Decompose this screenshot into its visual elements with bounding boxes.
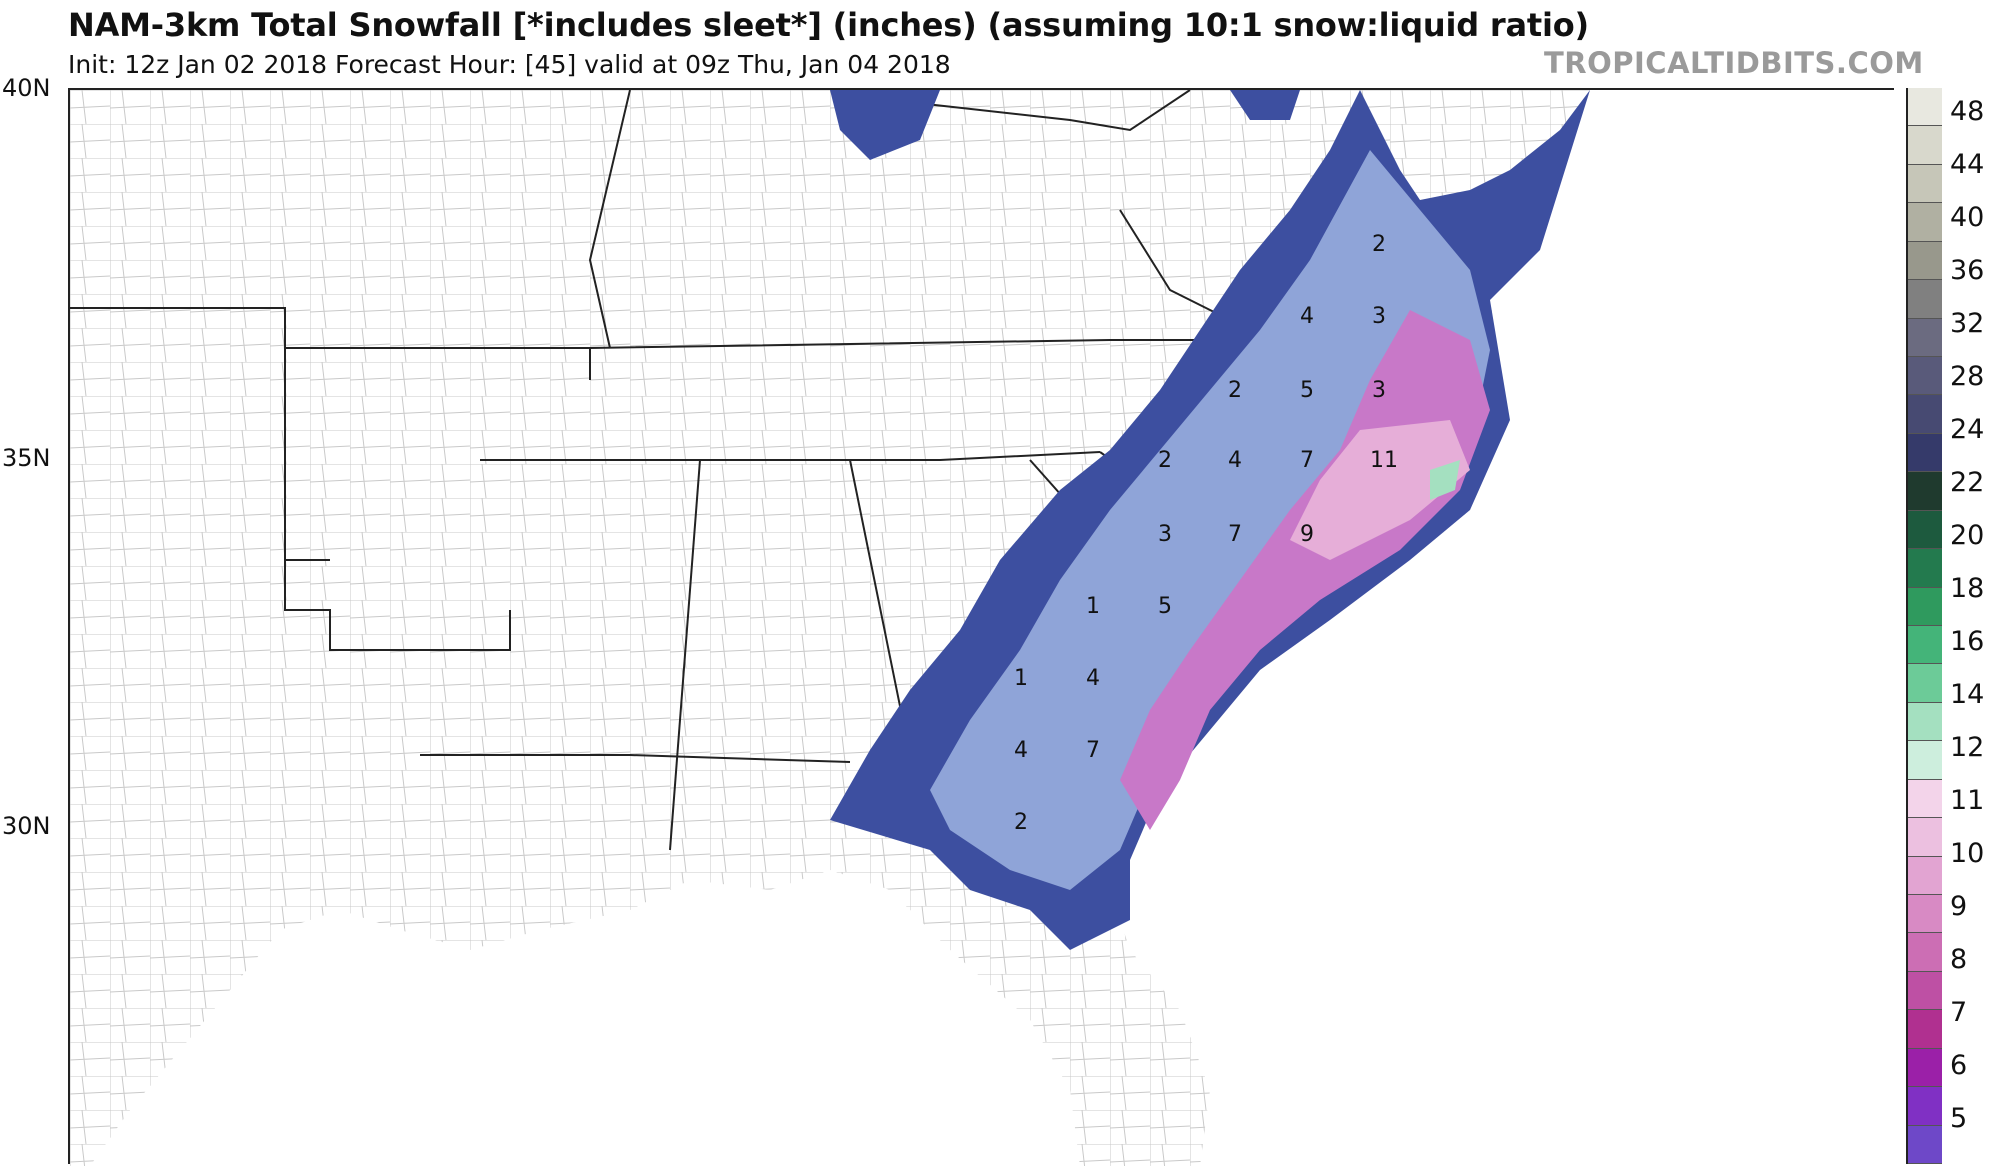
colorbar-swatch — [1908, 1048, 1942, 1088]
colorbar-swatch — [1908, 549, 1942, 588]
colorbar-swatch — [1908, 664, 1942, 703]
contour-label: 5 — [1158, 594, 1172, 619]
colorbar-swatch — [1908, 472, 1942, 511]
contour-label: 4 — [1300, 304, 1314, 329]
contour-label: 5 — [1300, 378, 1314, 403]
contour-label: 4 — [1086, 666, 1100, 691]
contour-label: 3 — [1372, 304, 1386, 329]
colorbar-tick-label: 22 — [1950, 467, 1985, 498]
contour-label: 1 — [1014, 666, 1028, 691]
colorbar-swatch — [1908, 203, 1942, 242]
snow-patch-north — [830, 90, 940, 160]
snow-swath-mid — [930, 150, 1490, 890]
colorbar-swatch — [1908, 779, 1942, 819]
colorbar-tick-label: 9 — [1950, 891, 1968, 922]
colorbar-swatch — [1908, 933, 1942, 972]
colorbar-tick-label: 48 — [1950, 96, 1985, 127]
colorbar-swatch — [1908, 357, 1942, 396]
colorbar-swatch — [1908, 1125, 1942, 1164]
map-subtitle: Init: 12z Jan 02 2018 Forecast Hour: [45… — [68, 50, 951, 79]
snow-swath-heaviest — [1290, 420, 1470, 560]
colorbar-swatch — [1908, 318, 1942, 357]
map-title: NAM-3km Total Snowfall [*includes sleet*… — [68, 6, 1589, 44]
colorbar-swatch — [1908, 818, 1942, 857]
colorbar-swatch — [1908, 126, 1942, 165]
colorbar-swatch — [1908, 280, 1942, 319]
colorbar-tick-label: 8 — [1950, 944, 1968, 975]
colorbar-swatch — [1908, 587, 1942, 626]
colorbar-tick-label: 14 — [1950, 679, 1985, 710]
colorbar-tick-label: 36 — [1950, 255, 1985, 286]
colorbar-tick-label: 20 — [1950, 520, 1985, 551]
snowfall-map — [68, 88, 1896, 1166]
lat-label-40n: 40N — [2, 74, 51, 102]
snow-max-core — [1430, 460, 1460, 500]
map-canvas — [70, 89, 1896, 1166]
contour-label: 7 — [1086, 738, 1100, 763]
colorbar-tick-label: 12 — [1950, 732, 1985, 763]
snow-patch-northeast — [1230, 90, 1300, 120]
colorbar-tick-label: 6 — [1950, 1050, 1968, 1081]
colorbar-swatch — [1908, 741, 1942, 780]
contour-label: 2 — [1014, 810, 1028, 835]
contour-label: 2 — [1228, 378, 1242, 403]
colorbar-swatch — [1908, 1087, 1942, 1126]
lat-label-35n: 35N — [2, 444, 51, 472]
colorbar-swatch — [1908, 433, 1942, 473]
colorbar-tick-label: 10 — [1950, 838, 1985, 869]
contour-label: 3 — [1372, 378, 1386, 403]
contour-label: 2 — [1372, 232, 1386, 257]
colorbar-tick-label: 28 — [1950, 361, 1985, 392]
colorbar-swatch — [1908, 1010, 1942, 1049]
contour-label: 4 — [1014, 738, 1028, 763]
colorbar-swatch — [1908, 241, 1942, 281]
colorbar-swatch — [1908, 626, 1942, 665]
colorbar-tick-label: 40 — [1950, 202, 1985, 233]
colorbar-tick-label: 18 — [1950, 573, 1985, 604]
colorbar-swatch — [1908, 510, 1942, 550]
colorbar-tick-label: 32 — [1950, 308, 1985, 339]
colorbar-tick-label: 5 — [1950, 1103, 1968, 1134]
colorbar-swatch — [1908, 702, 1942, 742]
colorbar-tick-label: 44 — [1950, 149, 1985, 180]
contour-label: 7 — [1300, 448, 1314, 473]
colorbar-swatch — [1908, 164, 1942, 204]
lat-label-30n: 30N — [2, 812, 51, 840]
contour-label: 11 — [1370, 448, 1398, 473]
colorbar-tick-label: 24 — [1950, 414, 1985, 445]
contour-label: 7 — [1228, 522, 1242, 547]
colorbar-tick-label: 16 — [1950, 626, 1985, 657]
contour-label: 9 — [1300, 522, 1314, 547]
contour-label: 3 — [1158, 522, 1172, 547]
colorbar-swatch — [1908, 971, 1942, 1011]
watermark: TROPICALTIDBITS.COM — [1544, 46, 1924, 80]
contour-label: 1 — [1086, 594, 1100, 619]
colorbar-swatch — [1908, 895, 1942, 934]
colorbar-tick-label: 7 — [1950, 997, 1968, 1028]
contour-label: 4 — [1228, 448, 1242, 473]
colorbar-tick-label: 11 — [1950, 785, 1985, 816]
colorbar — [1906, 88, 1942, 1164]
colorbar-swatch — [1908, 856, 1942, 895]
contour-label: 2 — [1158, 448, 1172, 473]
colorbar-swatch — [1908, 395, 1942, 434]
colorbar-swatch — [1908, 88, 1942, 127]
